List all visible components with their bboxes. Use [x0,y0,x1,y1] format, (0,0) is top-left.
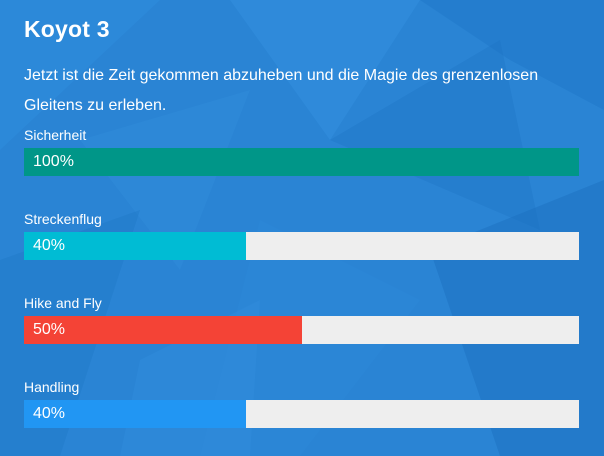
progress-fill [24,316,302,344]
skill-label: Hike and Fly [24,295,102,311]
skill-sicherheit: Sicherheit 100% [24,126,579,176]
progress-value: 50% [33,321,66,338]
progress-value: 100% [33,153,74,170]
progress-track: 50% [24,316,579,344]
product-description: Jetzt ist die Zeit gekommen abzuheben un… [24,67,539,114]
product-info: Koyot 3 Jetzt ist die Zeit gekommen abzu… [24,14,579,121]
progress-track: 100% [24,148,579,176]
progress-value: 40% [33,405,66,422]
skill-handling: Handling 40% [24,378,579,428]
skill-streckenflug: Streckenflug 40% [24,210,579,260]
progress-track: 40% [24,232,579,260]
skill-label: Sicherheit [24,127,87,143]
skill-hike-and-fly: Hike and Fly 50% [24,294,579,344]
progress-fill [24,400,246,428]
skill-label: Handling [24,379,80,395]
skill-label: Streckenflug [24,211,102,227]
progress-track: 40% [24,400,579,428]
progress-fill [24,232,246,260]
progress-value: 40% [33,237,66,254]
progress-fill [24,148,579,176]
product-title: Koyot 3 [24,16,110,42]
